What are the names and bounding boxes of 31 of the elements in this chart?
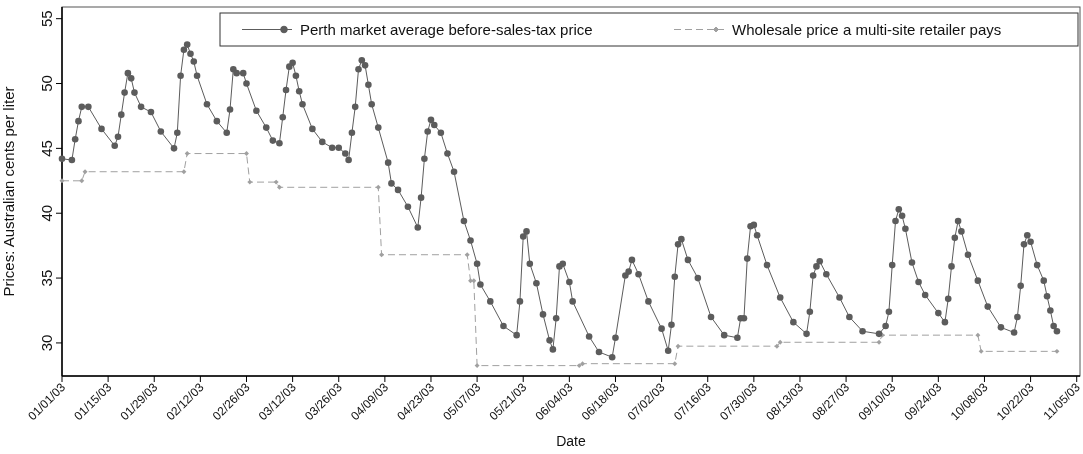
- point: [471, 278, 477, 284]
- point: [59, 178, 65, 184]
- point: [379, 252, 385, 258]
- point: [1054, 348, 1060, 354]
- y-tick-label: 55: [38, 10, 55, 28]
- point: [777, 339, 783, 345]
- point: [580, 361, 585, 367]
- legend-label: Wholesale price a multi-site retailer pays: [732, 21, 1002, 38]
- point: [247, 179, 253, 185]
- point: [975, 332, 981, 338]
- y-tick-label: 50: [38, 75, 55, 92]
- point: [672, 361, 678, 367]
- point: [474, 363, 480, 369]
- legend-label: Perth market average before-sales-tax price: [300, 21, 593, 38]
- point: [82, 169, 88, 175]
- point: [273, 179, 279, 185]
- x-axis-title: Date: [556, 433, 586, 449]
- y-tick-label: 40: [38, 204, 55, 222]
- point: [184, 151, 190, 157]
- point: [576, 363, 582, 369]
- y-tick-label: 30: [38, 334, 55, 352]
- y-tick-label: 45: [38, 140, 55, 157]
- point: [375, 184, 381, 190]
- point: [79, 178, 85, 184]
- y-tick-label: 35: [38, 269, 55, 287]
- point: [675, 343, 681, 349]
- point: [181, 169, 187, 175]
- point: [876, 339, 882, 345]
- point: [774, 343, 780, 349]
- y-axis-title: Prices: Australian cents per liter: [0, 86, 17, 297]
- point: [244, 151, 249, 157]
